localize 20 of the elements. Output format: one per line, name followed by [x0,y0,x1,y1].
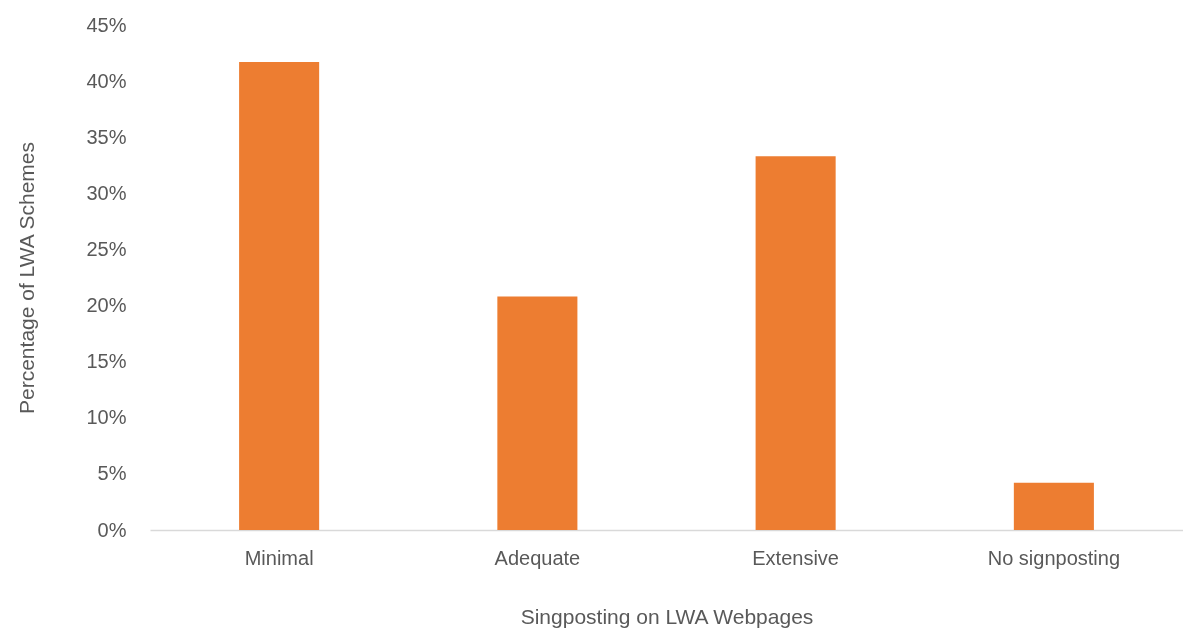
y-tick-label: 35% [86,125,127,148]
x-tick-label: No signposting [987,546,1121,569]
y-tick-label: 20% [86,294,127,317]
y-axis-title: Percentage of LWA Schemes [15,142,39,414]
y-tick-label: 45% [86,13,127,36]
y-tick-label: 10% [86,406,127,429]
y-tick-label: 25% [86,237,127,260]
y-tick-label: 0% [97,518,127,541]
x-tick-label: Adequate [494,546,581,569]
bar [497,296,578,530]
bar [755,156,836,530]
x-tick-label: Extensive [752,546,839,569]
y-tick-label: 30% [86,181,127,204]
bar [239,62,320,530]
x-tick-label: Minimal [244,546,314,569]
x-axis-title: Singposting on LWA Webpages [520,604,814,628]
y-tick-label: 5% [97,462,127,485]
bar [1013,482,1094,530]
y-tick-label: 15% [86,350,127,373]
y-tick-label: 40% [86,69,127,92]
